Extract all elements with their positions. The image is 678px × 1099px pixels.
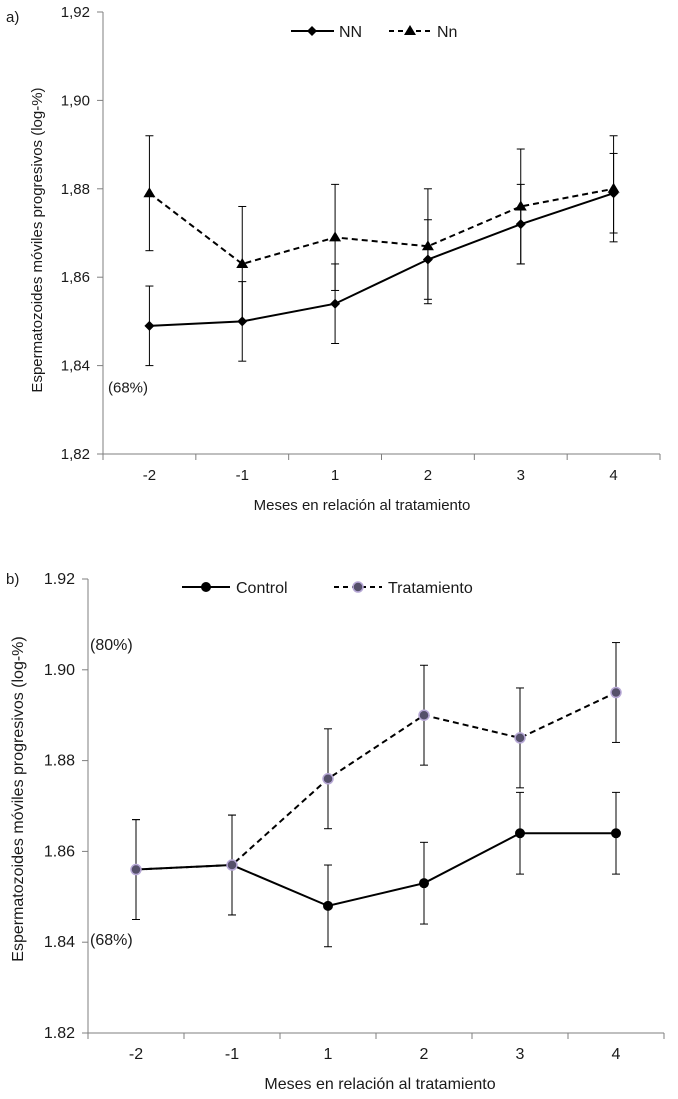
b-point-circle bbox=[515, 828, 525, 839]
b-annotation: (68%) bbox=[90, 932, 133, 949]
b-point-circle bbox=[611, 828, 621, 839]
a-y-tick-label: 1,82 bbox=[61, 446, 90, 463]
b-y-tick-label: 1.82 bbox=[44, 1025, 75, 1042]
b-y-tick-label: 1.88 bbox=[44, 753, 75, 770]
a-point-triangle bbox=[143, 187, 156, 198]
a-x-tick-label: -1 bbox=[236, 467, 249, 484]
legend-control-circle-icon bbox=[201, 582, 211, 592]
b-x-tick-label: 3 bbox=[516, 1046, 525, 1063]
panel-a-plot: 1,82 1,84 1,86 1,88 1,90 1,92 -2 -1 1 2 3 4 (68%) bbox=[61, 4, 661, 484]
b-x-tick-label: 2 bbox=[420, 1046, 429, 1063]
b-x-tick-label: 4 bbox=[612, 1046, 621, 1063]
b-y-tick-label: 1.86 bbox=[44, 843, 75, 860]
legend-tratamiento-circle-icon bbox=[352, 581, 364, 593]
b-point-circle bbox=[419, 878, 429, 889]
b-point-circle bbox=[323, 900, 333, 911]
b-x-tick-label: 1 bbox=[324, 1046, 333, 1063]
b-point-circle-hollow bbox=[514, 732, 526, 744]
b-y-tick-label: 1.92 bbox=[44, 571, 75, 588]
panel-a-ylabel: Espermatozoides móviles progresivos (log… bbox=[29, 87, 46, 392]
b-y-tick-label: 1.84 bbox=[44, 934, 75, 951]
a-x-tick-label: 1 bbox=[331, 467, 339, 484]
a-y-tick-label: 1,84 bbox=[61, 358, 90, 375]
legend-control-label: Control bbox=[236, 580, 288, 597]
b-annotation: (80%) bbox=[90, 637, 133, 654]
panel-b-xlabel: Meses en relación al tratamiento bbox=[264, 1076, 495, 1093]
a-series-line bbox=[148, 187, 614, 266]
panel-b-label: b) bbox=[6, 571, 19, 588]
b-series-line bbox=[135, 691, 617, 871]
legend-nn-label: NN bbox=[339, 24, 362, 41]
a-point-triangle bbox=[236, 257, 249, 268]
b-series-control bbox=[131, 791, 621, 948]
b-point-circle-hollow bbox=[322, 773, 334, 785]
a-y-tick-label: 1,92 bbox=[61, 4, 90, 21]
panel-a-label: a) bbox=[6, 9, 19, 26]
b-point-circle-hollow bbox=[130, 863, 142, 876]
panel-a-xlabel: Meses en relación al tratamiento bbox=[254, 497, 471, 514]
a-series-nn bbox=[143, 135, 620, 322]
a-y-tick-label: 1,86 bbox=[61, 269, 90, 286]
a-series-nn bbox=[144, 152, 619, 367]
a-point-triangle bbox=[514, 200, 527, 211]
a-y-tick-label: 1,88 bbox=[61, 181, 90, 198]
b-x-tick-label: -1 bbox=[225, 1046, 239, 1063]
b-series-line bbox=[135, 832, 616, 907]
panel-b-legend: Control Tratamiento bbox=[182, 580, 473, 597]
a-point-triangle bbox=[329, 231, 342, 242]
a-x-tick-label: 3 bbox=[517, 467, 525, 484]
b-series-tratamiento bbox=[130, 642, 622, 920]
a-annotation: (68%) bbox=[108, 380, 148, 397]
legend-tratamiento-label: Tratamiento bbox=[388, 580, 473, 597]
legend-nn-triangle-icon bbox=[404, 25, 416, 35]
legend-nn2-label: Nn bbox=[437, 24, 457, 41]
a-point-triangle bbox=[607, 182, 620, 193]
b-x-tick-label: -2 bbox=[129, 1046, 143, 1063]
b-y-tick-label: 1.90 bbox=[44, 662, 75, 679]
panel-a-legend: NN Nn bbox=[291, 24, 457, 41]
a-point-diamond bbox=[144, 320, 155, 331]
b-point-circle-hollow bbox=[610, 686, 622, 699]
b-point-circle-hollow bbox=[226, 859, 238, 871]
a-x-tick-label: 2 bbox=[424, 467, 432, 484]
a-y-tick-label: 1,90 bbox=[61, 92, 90, 109]
panel-b-ylabel: Espermatozoides móviles progresivos (log… bbox=[10, 636, 27, 961]
a-x-tick-label: 4 bbox=[609, 467, 617, 484]
legend-nn-diamond-icon bbox=[307, 26, 317, 36]
a-series-line bbox=[149, 192, 614, 327]
a-point-diamond bbox=[330, 298, 341, 309]
panel-b-plot: 1.82 1.84 1.86 1.88 1.90 1.92 -2 -1 1 2 3 4 (80%) (68… bbox=[44, 571, 665, 1063]
a-x-tick-label: -2 bbox=[143, 467, 156, 484]
b-point-circle-hollow bbox=[418, 709, 430, 721]
a-point-triangle bbox=[421, 240, 434, 251]
